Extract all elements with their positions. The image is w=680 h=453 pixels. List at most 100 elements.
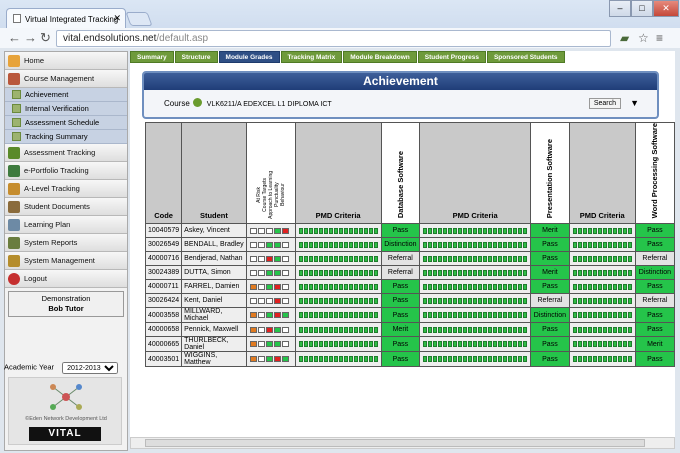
browser-tab[interactable]: Virtual Integrated Tracking ✕ <box>6 8 126 28</box>
horizontal-scrollbar[interactable] <box>130 437 675 449</box>
unit-grade[interactable]: Pass <box>380 223 421 239</box>
table-row[interactable]: 10040579 Askey, Vincent Pass Merit Pass <box>144 223 676 239</box>
minimize-button[interactable]: – <box>609 0 631 17</box>
student-name[interactable]: Kent, Daniel <box>181 293 247 309</box>
tab-sponsored-students[interactable]: Sponsored Students <box>486 51 565 63</box>
sidebar-item-assessment-tracking[interactable]: Assessment Tracking <box>5 144 127 162</box>
table-row[interactable]: 40000665 THURLBECK, Daniel Pass Pass Merit <box>144 336 676 353</box>
address-bar[interactable]: vital.endsolutions.net/default.asp <box>56 30 611 47</box>
unit-grade[interactable]: Referral <box>634 251 676 267</box>
unit-grade[interactable]: Merit <box>380 322 421 338</box>
criteria-cell <box>587 356 592 363</box>
criteria-cell <box>473 283 478 290</box>
unit-grade[interactable]: Pass <box>380 307 421 324</box>
sidebar-sub-achievement[interactable]: Achievement <box>5 88 127 102</box>
unit-grade[interactable]: Pass <box>530 322 570 338</box>
unit-grade[interactable]: Pass <box>530 279 570 295</box>
unit-grade[interactable]: Referral <box>380 251 421 267</box>
sidebar-item-student-documents[interactable]: Student Documents <box>5 198 127 216</box>
go-icon[interactable] <box>192 98 202 107</box>
unit-grade[interactable]: Pass <box>530 237 570 253</box>
unit-grade[interactable]: Merit <box>634 336 676 353</box>
search-button[interactable]: Search <box>588 98 621 109</box>
unit-grade[interactable]: Pass <box>634 322 676 338</box>
sidebar-sub-tracking-summary[interactable]: Tracking Summary <box>5 130 127 144</box>
sidebar-sub-internal-verification[interactable]: Internal Verification <box>5 102 127 116</box>
criteria-cell <box>622 341 627 348</box>
sidebar-item-alevel-tracking[interactable]: A-Level Tracking <box>5 180 127 198</box>
unit-grade[interactable]: Pass <box>530 251 570 267</box>
unit-grade[interactable]: Pass <box>380 351 421 368</box>
unit-grade[interactable]: Pass <box>634 351 676 368</box>
table-row[interactable]: 40000658 Pennick, Maxwell Merit Pass Pass <box>144 322 676 338</box>
unit-grade[interactable]: Pass <box>634 279 676 295</box>
unit-grade[interactable]: Merit <box>530 265 570 281</box>
criteria-cell <box>333 341 338 348</box>
unit-grade[interactable]: Pass <box>634 237 676 253</box>
flag-indicator <box>281 341 289 348</box>
menu-icon[interactable]: ≡ <box>656 31 664 45</box>
student-name[interactable]: Pennick, Maxwell <box>181 322 247 338</box>
unit-grade[interactable]: Distinction <box>530 307 570 324</box>
sidebar-item-logout[interactable]: Logout <box>5 270 127 288</box>
sidebar-item-learning-plan[interactable]: Learning Plan <box>5 216 127 234</box>
bookmark-star-icon[interactable]: ☆ <box>638 31 649 45</box>
tab-student-progress[interactable]: Student Progress <box>417 51 486 63</box>
unit-grade[interactable]: Distinction <box>380 237 421 253</box>
table-row[interactable]: 30026549 BENDALL, Bradley Distinction Pass P… <box>144 237 676 253</box>
unit-grade[interactable]: Distinction <box>634 265 676 281</box>
unit-grade[interactable]: Referral <box>380 265 421 281</box>
tab-structure[interactable]: Structure <box>174 51 218 63</box>
close-window-button[interactable]: ✕ <box>653 0 679 17</box>
criteria-cell <box>627 227 632 234</box>
table-row[interactable]: 40003558 MILLWARD, Michael Pass Distinction… <box>144 307 676 324</box>
tab-summary[interactable]: Summary <box>130 51 174 63</box>
unit-grade[interactable]: Pass <box>634 307 676 324</box>
student-name[interactable]: WIGGINS, Matthew <box>181 351 247 368</box>
unit-grade[interactable]: Merit <box>530 223 570 239</box>
scrollbar-thumb[interactable] <box>145 439 645 447</box>
unit-grade[interactable]: Pass <box>380 336 421 353</box>
tab-tracking-matrix[interactable]: Tracking Matrix <box>280 51 343 63</box>
sidebar-item-eportfolio-tracking[interactable]: e-Portfolio Tracking <box>5 162 127 180</box>
table-row[interactable]: 30026424 Kent, Daniel Pass Referral Referral <box>144 293 676 309</box>
table-row[interactable]: 40003501 WIGGINS, Matthew Pass Pass Pass <box>144 351 676 368</box>
course-code[interactable]: VLK6211/A EDEXCEL L1 DIPLOMA ICT <box>206 101 332 108</box>
unit-grade[interactable]: Pass <box>380 293 421 309</box>
unit-grade[interactable]: Pass <box>380 279 421 295</box>
sidebar-item-system-management[interactable]: System Management <box>5 252 127 270</box>
sidebar-item-system-reports[interactable]: System Reports <box>5 234 127 252</box>
forward-icon[interactable]: → <box>24 30 37 45</box>
unit-grade[interactable]: Pass <box>634 223 676 239</box>
unit-grade[interactable]: Referral <box>634 293 676 309</box>
tab-module-grades[interactable]: Module Grades <box>218 51 280 63</box>
unit-grade[interactable]: Pass <box>530 351 570 368</box>
unit-grade[interactable]: Referral <box>530 293 570 309</box>
close-tab-icon[interactable]: ✕ <box>113 13 121 23</box>
reload-icon[interactable]: ↻ <box>40 30 51 45</box>
criteria-cell <box>338 341 343 348</box>
student-name[interactable]: FARREL, Damien <box>181 279 247 295</box>
sidebar-sub-assessment-schedule[interactable]: Assessment Schedule <box>5 116 127 130</box>
maximize-button[interactable]: □ <box>631 0 653 17</box>
sidebar-item-course-management[interactable]: Course Management <box>5 70 127 88</box>
extension-icon[interactable]: ▰ <box>620 31 630 45</box>
new-tab-button[interactable] <box>125 12 153 26</box>
back-icon[interactable]: ← <box>8 30 21 45</box>
table-row[interactable]: 40000716 Bendjerad, Nathan Referral Pass Ref… <box>144 251 676 267</box>
filter-icon[interactable]: ▼ <box>630 98 639 108</box>
criteria-cell <box>318 255 323 262</box>
student-name[interactable]: Bendjerad, Nathan <box>181 251 247 267</box>
tab-module-breakdown[interactable]: Module Breakdown <box>343 51 417 63</box>
table-row[interactable]: 30024389 DUTTA, Simon Referral Merit Distinc… <box>144 265 676 281</box>
student-name[interactable]: BENDALL, Bradley <box>181 237 247 253</box>
student-name[interactable]: THURLBECK, Daniel <box>181 336 247 353</box>
student-name[interactable]: DUTTA, Simon <box>181 265 247 281</box>
student-name[interactable]: Askey, Vincent <box>181 223 247 239</box>
table-row[interactable]: 40000711 FARREL, Damien Pass Pass Pass <box>144 279 676 295</box>
sidebar-item-home[interactable]: Home <box>5 52 127 70</box>
unit-grade[interactable]: Pass <box>530 336 570 353</box>
criteria-cell <box>443 341 448 348</box>
student-name[interactable]: MILLWARD, Michael <box>181 307 247 324</box>
academic-year-select[interactable]: 2012-2013 <box>62 362 119 374</box>
